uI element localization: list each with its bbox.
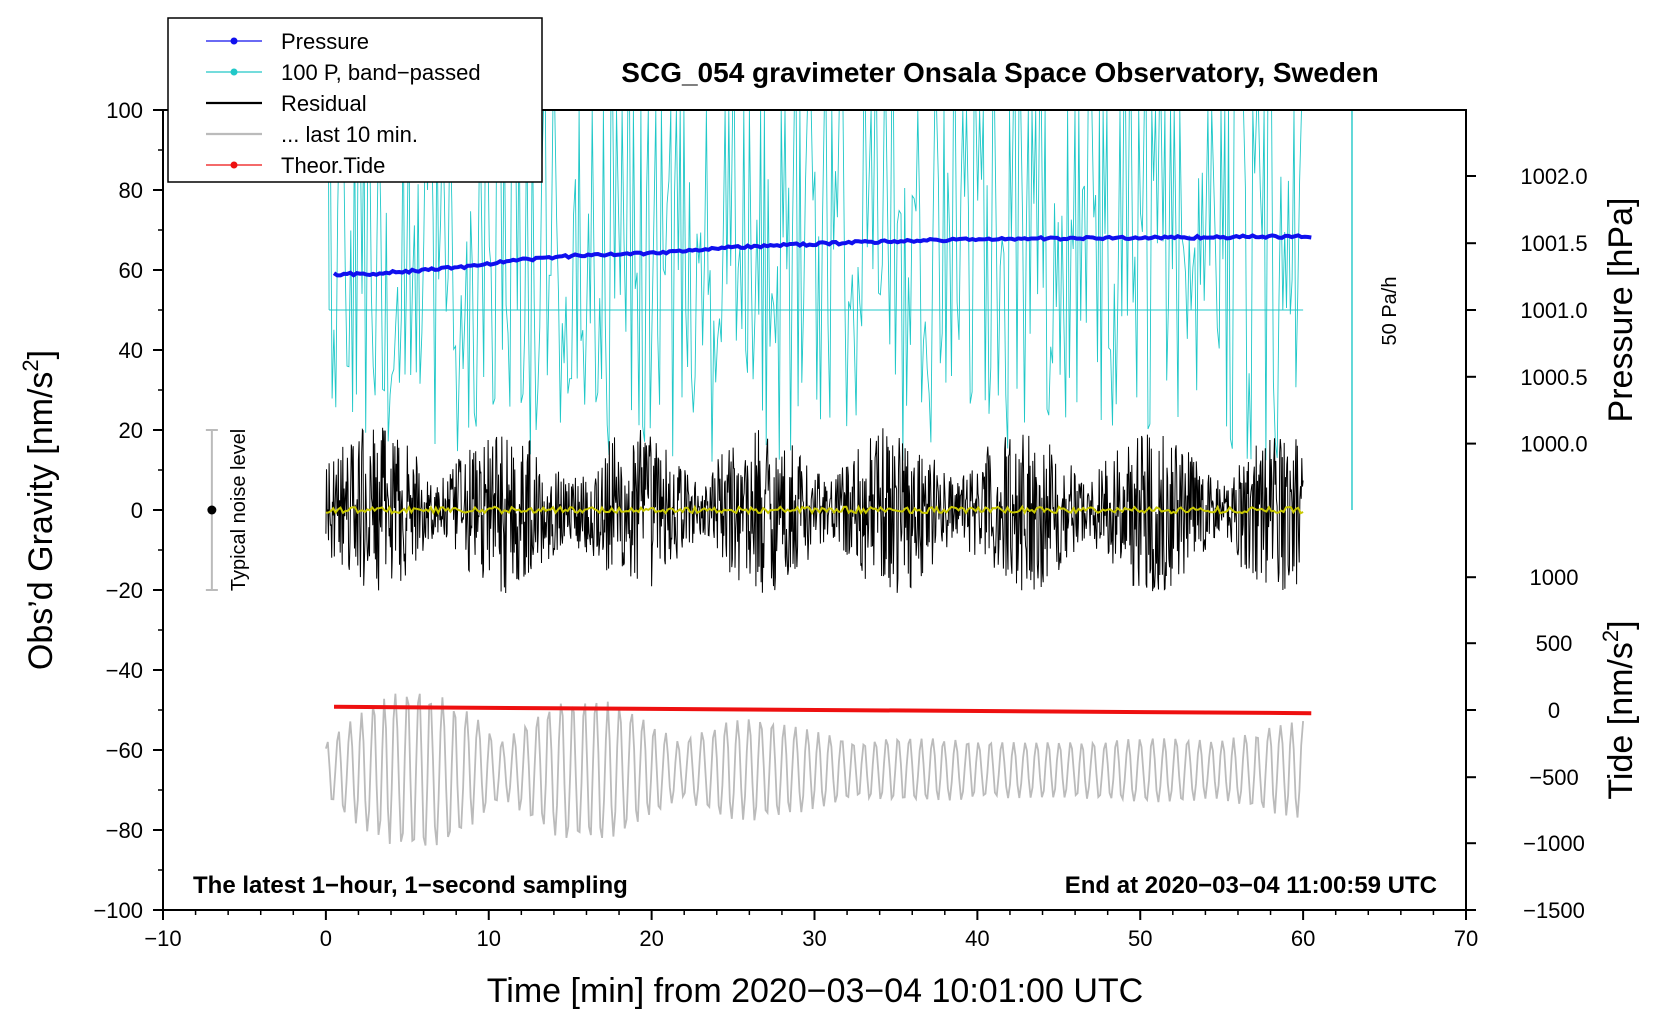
tide-tick-label: 1000 (1530, 565, 1579, 590)
tide-tick-label: −1000 (1523, 831, 1585, 856)
y-tick-label: −80 (106, 818, 143, 843)
legend-label: Theor.Tide (281, 153, 385, 178)
tide-tick-label: 0 (1548, 698, 1560, 723)
noise-level-label: Typical noise level (228, 429, 250, 591)
band-passed-pressure-series (327, 109, 1302, 462)
tide-tick-label: 500 (1536, 631, 1573, 656)
rate-label: 50 Pa/h (1379, 277, 1401, 346)
legend: Pressure 100 P, band−passed Residual ... la… (167, 17, 543, 183)
y-axis-title-gravity-main: Obs’d Gravity [nm/s (22, 372, 60, 671)
noise-level-dot (207, 505, 217, 515)
legend-marker (230, 68, 238, 76)
pressure-tick-label: 1000.5 (1520, 365, 1587, 390)
x-tick-label: 60 (1291, 926, 1315, 951)
note-end-time: End at 2020−03−04 11:00:59 UTC (1065, 872, 1437, 899)
note-latest-hour: The latest 1−hour, 1−second sampling (193, 872, 628, 899)
smoothed-residual-series (325, 504, 1304, 516)
data-layer (205, 109, 1353, 846)
x-tick-label: 0 (320, 926, 332, 951)
y-tick-label: 100 (106, 98, 143, 123)
pressure-tick-label: 1000.0 (1520, 432, 1587, 457)
y-tick-label: 60 (119, 258, 143, 283)
x-axis-title: Time [min] from 2020−03−04 10:01:00 UTC (487, 972, 1143, 1010)
x-tick-label: −10 (144, 926, 181, 951)
legend-label: Pressure (281, 29, 369, 54)
y-tick-label: −100 (93, 898, 143, 923)
y-axis-title-gravity-end: ] (22, 350, 60, 359)
y-tick-label: 0 (131, 498, 143, 523)
y-axis-title-gravity: Obs’d Gravity [nm/s2] (18, 350, 60, 670)
x-tick-label: 20 (639, 926, 663, 951)
legend-marker (230, 37, 238, 45)
y-axis-title-pressure: Pressure [hPa] (1602, 198, 1640, 423)
x-tick-label: 10 (477, 926, 501, 951)
chart-title: SCG_054 gravimeter Onsala Space Observat… (621, 57, 1378, 88)
legend-label: Residual (281, 91, 367, 116)
pressure-tick-label: 1001.0 (1520, 298, 1587, 323)
theoretical-tide-series (334, 704, 1312, 716)
y-tick-label: −40 (106, 658, 143, 683)
y-tick-label: −60 (106, 738, 143, 763)
y-axis-title-tide-main: Tide [nm/s (1602, 642, 1640, 799)
legend-label: 100 P, band−passed (281, 60, 481, 85)
tide-tick-label: −1500 (1523, 898, 1585, 923)
y-tick-label: 40 (119, 338, 143, 363)
y-axis-title-tide-end: ] (1602, 620, 1640, 629)
legend-label: ... last 10 min. (281, 122, 418, 147)
pressure-tick-label: 1001.5 (1520, 231, 1587, 256)
x-tick-label: 30 (802, 926, 826, 951)
y-tick-label: 20 (119, 418, 143, 443)
y-tick-label: 80 (119, 178, 143, 203)
pressure-tick-label: 1002.0 (1520, 164, 1587, 189)
y-axis-title-gravity-sup: 2 (18, 359, 43, 371)
x-tick-label: 50 (1128, 926, 1152, 951)
pressure-series (332, 233, 1312, 278)
y-axis-title-tide: Tide [nm/s2] (1598, 620, 1640, 799)
x-tick-label: 40 (965, 926, 989, 951)
x-tick-label: 70 (1454, 926, 1478, 951)
last-10-min-series (325, 693, 1304, 846)
axes-layer: −10 0 10 20 30 40 50 60 70100806040200−20−40−60−… (93, 98, 1587, 951)
y-tick-label: −20 (106, 578, 143, 603)
y-axis-title-tide-sup: 2 (1598, 630, 1623, 642)
legend-box (167, 17, 543, 183)
legend-marker (230, 161, 238, 169)
tide-tick-label: −500 (1529, 765, 1579, 790)
